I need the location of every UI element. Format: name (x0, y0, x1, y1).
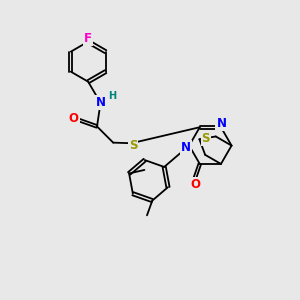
Text: H: H (108, 92, 116, 101)
Text: S: S (202, 132, 210, 145)
Text: O: O (68, 112, 78, 125)
Text: F: F (84, 32, 92, 45)
Text: S: S (129, 139, 137, 152)
Text: N: N (181, 141, 190, 154)
Text: N: N (95, 96, 106, 110)
Text: O: O (190, 178, 201, 191)
Text: N: N (217, 117, 226, 130)
